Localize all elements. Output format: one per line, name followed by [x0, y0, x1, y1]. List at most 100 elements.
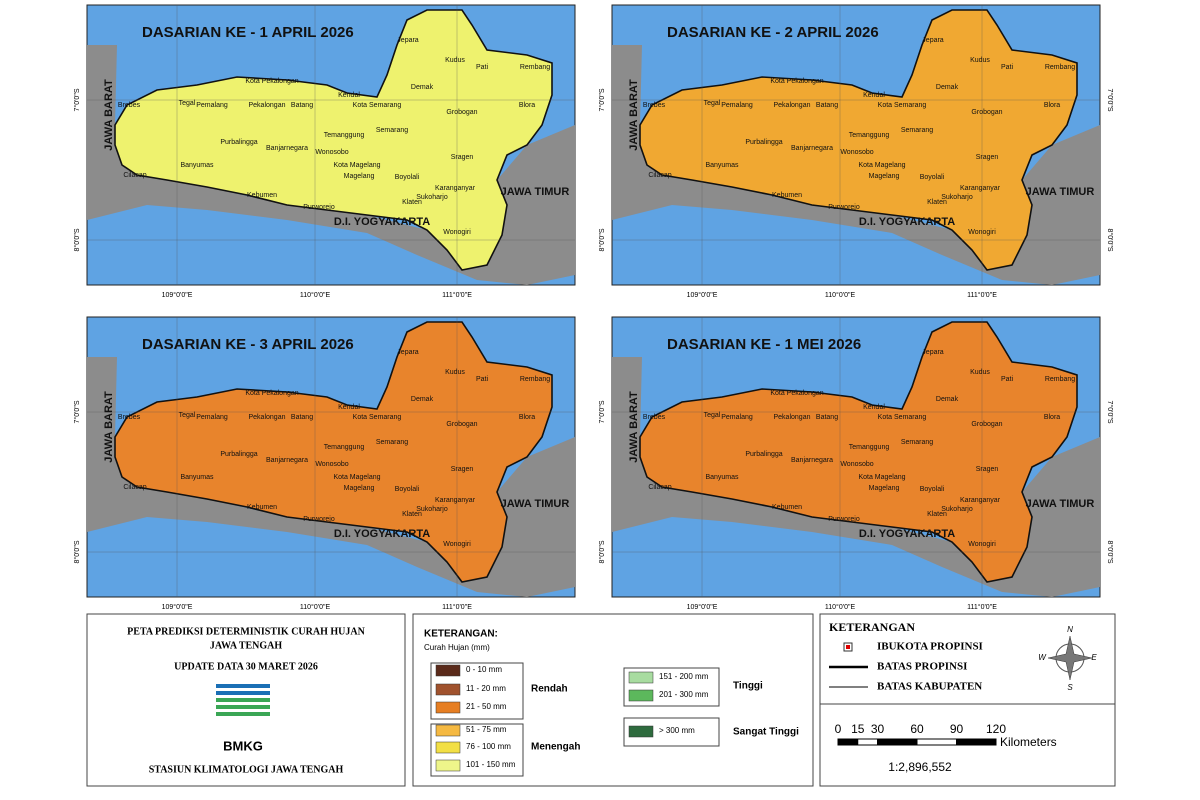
- key-label: IBUKOTA PROPINSI: [877, 641, 983, 653]
- legend-label: 51 - 75 mm: [466, 725, 507, 734]
- legend-frame: [623, 717, 720, 747]
- region-label: Temanggung: [849, 132, 890, 139]
- region-label: Kota Pekalongan: [245, 390, 298, 397]
- region-label: Blora: [519, 414, 535, 421]
- region-label: Kebumen: [247, 504, 277, 511]
- region-label: Cilacap: [123, 484, 146, 491]
- latitude-label: 8°0'0"S: [598, 540, 606, 563]
- region-label: Klaten: [927, 199, 947, 206]
- region-label: Pemalang: [721, 414, 753, 421]
- legend-group: Sangat Tinggi: [733, 727, 799, 738]
- region-label: Pekalongan: [774, 102, 811, 109]
- region-label: Banjarnegara: [266, 145, 308, 152]
- station: STASIUN KLIMATOLOGI JAWA TENGAH: [149, 764, 344, 775]
- region-label: Pati: [1001, 376, 1014, 383]
- region-label: Wonosobo: [840, 461, 873, 468]
- region-label: Sukoharjo: [941, 194, 973, 201]
- latitude-label: 8°0'0"S: [73, 228, 81, 251]
- legend-label: 101 - 150 mm: [466, 760, 516, 769]
- region-label: Demak: [936, 396, 959, 403]
- scale-tick-label: 0: [835, 722, 842, 736]
- region-label: Purworejo: [828, 204, 860, 211]
- legend-title: KETERANGAN:: [424, 629, 498, 640]
- region-label: Wonogiri: [968, 541, 996, 548]
- region-label: Kota Semarang: [353, 102, 402, 109]
- region-label: Banjarnegara: [791, 145, 833, 152]
- legend-frame: [430, 723, 524, 777]
- neighbor-label: D.I. YOGYAKARTA: [334, 528, 430, 540]
- region-label: Klaten: [402, 511, 422, 518]
- region-label: Pemalang: [196, 102, 228, 109]
- compass: [1047, 635, 1093, 681]
- region-label: Karanganyar: [435, 497, 476, 504]
- key-label: BATAS KABUPATEN: [877, 681, 982, 693]
- region-label: Kota Magelang: [858, 474, 905, 481]
- region-label: Tegal: [704, 100, 721, 107]
- legend-label: 201 - 300 mm: [659, 690, 709, 699]
- map-panel: DASARIAN KE - 1 APRIL 2026 Jepara Kudus Pat…: [73, 4, 576, 299]
- logo-text: BMKG: [223, 738, 263, 753]
- region-label: Grobogan: [446, 109, 477, 116]
- region-label: Batang: [816, 414, 838, 421]
- latitude-label: 7°0'0"S: [1106, 89, 1114, 112]
- region-label: Blora: [1044, 414, 1060, 421]
- scale-segment: [956, 738, 997, 746]
- longitude-label: 109°0'0"E: [687, 291, 718, 299]
- legend-label: > 300 mm: [659, 726, 695, 735]
- region-label: Grobogan: [971, 109, 1002, 116]
- region-label: Banyumas: [180, 474, 214, 481]
- scale-tick-label: 90: [950, 722, 964, 736]
- legend-group: Rendah: [531, 684, 568, 695]
- region-label: Pekalongan: [249, 102, 286, 109]
- legend-label: 76 - 100 mm: [466, 742, 511, 751]
- region-label: Klaten: [402, 199, 422, 206]
- scale-segment: [837, 738, 859, 746]
- compass-letter: N: [1067, 625, 1073, 634]
- neighbor-land: [612, 45, 1100, 285]
- region-label: Kudus: [445, 369, 465, 376]
- region-label: Tegal: [179, 412, 196, 419]
- longitude-label: 111°0'0"E: [967, 603, 997, 611]
- neighbor-label: JAWA TIMUR: [501, 498, 570, 510]
- region-label: Purworejo: [303, 204, 335, 211]
- region-label: Banyumas: [705, 162, 739, 169]
- region-label: Semarang: [901, 439, 933, 446]
- neighbor-land: [87, 45, 575, 285]
- region-label: Wonosobo: [315, 461, 348, 468]
- neighbor-label: D.I. YOGYAKARTA: [334, 216, 430, 228]
- region-label: Temanggung: [849, 444, 890, 451]
- region-label: Tegal: [179, 100, 196, 107]
- region-label: Wonosobo: [840, 149, 873, 156]
- latitude-label: 8°0'0"S: [1106, 229, 1114, 252]
- region-label: Rembang: [520, 64, 550, 71]
- legend-box: [412, 613, 814, 787]
- logo-stripe: [216, 712, 270, 716]
- latitude-label: 7°0'0"S: [598, 400, 606, 423]
- latitude-label: 7°0'0"S: [73, 400, 81, 423]
- legend-swatch: [435, 701, 461, 714]
- map-panel: DASARIAN KE - 2 APRIL 2026 Jepara Kudus Pat…: [598, 4, 1114, 299]
- legend-swatch: [435, 741, 461, 754]
- region-label: Blora: [1044, 102, 1060, 109]
- region-label: Pati: [1001, 64, 1014, 71]
- neighbor-label: JAWA BARAT: [103, 79, 115, 151]
- region-label: Kota Semarang: [878, 102, 927, 109]
- province-area: [114, 321, 553, 583]
- legend-subtitle: Curah Hujan (mm): [424, 643, 490, 652]
- region-label: Sragen: [451, 466, 474, 473]
- region-label: Tegal: [704, 412, 721, 419]
- region-label: Grobogan: [971, 421, 1002, 428]
- region-label: Banjarnegara: [791, 457, 833, 464]
- scale-tick-label: 30: [871, 722, 885, 736]
- logo-stripe: [216, 698, 270, 702]
- scale-tick-label: 15: [851, 722, 865, 736]
- latitude-label: 7°0'0"S: [73, 88, 81, 111]
- scale-ratio: 1:2,896,552: [888, 760, 952, 774]
- legend-swatch: [628, 671, 654, 684]
- longitude-label: 109°0'0"E: [687, 603, 718, 611]
- longitude-label: 110°0'0"E: [300, 603, 331, 611]
- longitude-label: 109°0'0"E: [162, 291, 193, 299]
- region-label: Jepara: [397, 37, 419, 44]
- legend-group: Tinggi: [733, 681, 763, 692]
- latitude-label: 8°0'0"S: [598, 228, 606, 251]
